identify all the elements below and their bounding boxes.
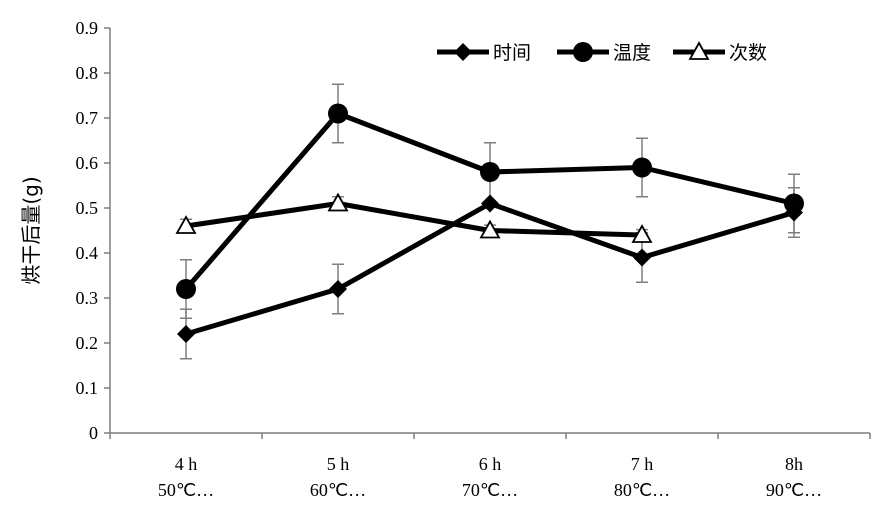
axes: 0 0.1 0.2 0.3 0.4 0.5 0.6 0.7 0.8 0.9 4 h 50℃… 5 h 60… [19,18,871,500]
triangle-marker [479,219,501,239]
y-tick-label: 0.2 [76,333,99,353]
x-tick-label: 8h [785,454,803,474]
diamond-marker [633,248,651,267]
triangle-marker [327,192,349,212]
triangle-marker [631,224,653,243]
x-tick-label: 90℃… [766,480,822,500]
y-tick-label: 0.5 [76,198,99,218]
circle-marker [573,42,593,62]
legend-label: 次数 [729,42,767,64]
circle-marker [784,193,804,214]
x-tick-label: 60℃… [310,480,366,500]
diamond-marker [177,325,195,343]
y-tick-label: 0.8 [76,63,99,83]
series-markers [175,103,804,343]
triangle-marker [175,215,197,234]
circle-marker [328,103,348,124]
y-tick-label: 0.7 [76,108,99,128]
y-tick-label: 0.4 [76,243,99,263]
diamond-marker [329,280,347,298]
x-tick-label: 80℃… [614,480,670,500]
x-tick-label: 50℃… [158,480,214,500]
x-tick-label: 4 h [175,454,198,474]
y-tick-label: 0.3 [76,288,99,308]
y-tick-label: 0.6 [76,153,99,173]
diamond-marker [454,43,472,61]
circle-marker [480,162,500,182]
x-tick-label: 5 h [327,454,350,474]
y-tick-label: 0 [89,423,98,443]
x-tick-label: 7 h [631,454,654,474]
triangle-marker [688,41,710,60]
legend: 时间 温度 次数 [437,41,767,64]
legend-label: 温度 [613,42,651,64]
y-tick-label: 0.9 [76,18,99,38]
diamond-marker [481,194,499,213]
legend-label: 时间 [493,42,531,64]
y-axis-title: 烘干后量(g) [19,176,43,284]
series-line-triangle [185,201,643,238]
circle-marker [632,157,652,178]
x-tick-label: 70℃… [462,480,518,500]
circle-marker [176,279,196,299]
y-tick-label: 0.1 [76,378,99,398]
x-tick-label: 6 h [479,454,502,474]
